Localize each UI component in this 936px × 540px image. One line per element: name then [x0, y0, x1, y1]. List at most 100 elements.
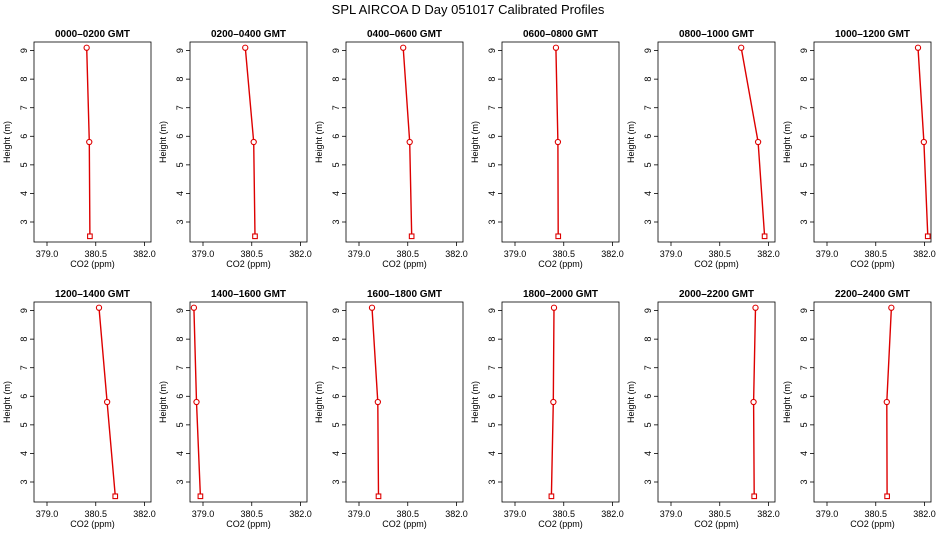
y-tick-label: 4 [487, 451, 497, 456]
x-tick-label: 382.0 [913, 509, 936, 519]
y-axis-label: Height (m) [2, 121, 12, 163]
y-tick-label: 6 [331, 134, 341, 139]
y-axis-label: Height (m) [782, 121, 792, 163]
y-axis-label: Height (m) [2, 381, 12, 423]
profile-panel: 1200–1400 GMT 379.0 380.5 382.0 3 4 5 6 7 8 9 CO2 (… [2, 289, 156, 529]
data-point [883, 398, 890, 406]
plot-frame [33, 41, 152, 243]
y-tick-label: 5 [175, 162, 185, 167]
data-point [406, 138, 413, 146]
y-tick-label: 7 [487, 365, 497, 370]
y-tick-label: 8 [487, 77, 497, 82]
plot-frame [189, 301, 308, 503]
y-tick-label: 5 [487, 422, 497, 427]
y-tick-label: 6 [19, 394, 29, 399]
y-tick-label: 6 [487, 394, 497, 399]
x-axis-label: CO2 (ppm) [538, 519, 583, 529]
y-tick-label: 5 [487, 162, 497, 167]
y-tick-label: 3 [643, 219, 653, 224]
data-point [555, 233, 562, 240]
y-tick-label: 3 [331, 479, 341, 484]
x-axis-label: CO2 (ppm) [694, 519, 739, 529]
x-tick-label: 379.0 [660, 249, 683, 259]
y-axis-label: Height (m) [626, 121, 636, 163]
x-tick-label: 380.5 [552, 249, 575, 259]
y-tick-label: 7 [643, 105, 653, 110]
profile-panel: 0000–0200 GMT 379.0 380.5 382.0 3 4 5 6 7 8 9 CO2 (… [2, 29, 156, 269]
x-tick-label: 380.5 [864, 249, 887, 259]
profile-panel: 0800–1000 GMT 379.0 380.5 382.0 3 4 5 6 7 8 9 CO2 (… [626, 29, 780, 269]
panel-title: 2000–2200 GMT [679, 289, 754, 300]
data-point [375, 493, 382, 500]
x-tick-label: 382.0 [133, 249, 156, 259]
panel-title: 1200–1400 GMT [55, 289, 130, 300]
y-tick-label: 7 [487, 105, 497, 110]
y-tick-label: 3 [175, 479, 185, 484]
y-tick-label: 4 [175, 451, 185, 456]
y-tick-label: 3 [799, 479, 809, 484]
data-point [751, 493, 758, 500]
y-tick-label: 7 [331, 365, 341, 370]
data-point [914, 44, 922, 51]
y-tick-label: 3 [331, 219, 341, 224]
y-tick-label: 6 [175, 134, 185, 139]
y-tick-label: 7 [331, 105, 341, 110]
data-point [190, 304, 198, 311]
x-tick-label: 379.0 [348, 249, 371, 259]
x-tick-label: 379.0 [504, 249, 527, 259]
y-tick-label: 9 [799, 48, 809, 53]
data-point [548, 493, 555, 500]
y-tick-label: 4 [799, 191, 809, 196]
data-point [86, 138, 93, 146]
x-tick-label: 379.0 [504, 509, 527, 519]
y-tick-label: 6 [175, 394, 185, 399]
y-tick-label: 5 [19, 162, 29, 167]
panel-title: 1400–1600 GMT [211, 289, 286, 300]
x-axis-label: CO2 (ppm) [694, 259, 739, 269]
profile-panel: 2200–2400 GMT 379.0 380.5 382.0 3 4 5 6 7 8 9 CO2 (… [782, 289, 936, 529]
profile-panel: 0200–0400 GMT 379.0 380.5 382.0 3 4 5 6 7 8 9 CO2 (… [158, 29, 312, 269]
data-point [550, 304, 558, 311]
y-tick-label: 8 [487, 337, 497, 342]
x-tick-label: 379.0 [660, 509, 683, 519]
y-tick-label: 5 [799, 162, 809, 167]
x-tick-label: 379.0 [36, 509, 59, 519]
x-tick-label: 380.5 [708, 509, 731, 519]
y-tick-label: 9 [19, 308, 29, 313]
y-tick-label: 3 [175, 219, 185, 224]
x-tick-label: 382.0 [445, 249, 468, 259]
y-tick-label: 9 [487, 308, 497, 313]
x-tick-label: 382.0 [445, 509, 468, 519]
y-axis-label: Height (m) [626, 381, 636, 423]
x-tick-label: 380.5 [84, 509, 107, 519]
data-point [83, 44, 90, 51]
profile-panel: 1000–1200 GMT 379.0 380.5 382.0 3 4 5 6 7 8 9 CO2 (… [782, 29, 936, 269]
data-point [888, 304, 895, 311]
y-tick-label: 6 [331, 394, 341, 399]
plot-frame [813, 41, 932, 243]
x-tick-label: 382.0 [601, 249, 624, 259]
panel-title: 0400–0600 GMT [367, 29, 442, 40]
y-axis-label: Height (m) [314, 121, 324, 163]
plot-frame [501, 301, 620, 503]
profile-panel: 1400–1600 GMT 379.0 380.5 382.0 3 4 5 6 7 8 9 CO2 (… [158, 289, 312, 529]
data-point [95, 304, 103, 311]
y-tick-label: 8 [799, 337, 809, 342]
data-point [554, 138, 562, 146]
y-tick-label: 9 [643, 48, 653, 53]
plot-frame [501, 41, 620, 243]
x-tick-label: 382.0 [289, 509, 312, 519]
y-tick-label: 4 [19, 451, 29, 456]
x-tick-label: 380.5 [240, 509, 263, 519]
y-tick-label: 4 [643, 451, 653, 456]
y-tick-label: 8 [331, 337, 341, 342]
y-tick-label: 9 [487, 48, 497, 53]
data-point [408, 233, 415, 240]
data-point [761, 233, 768, 240]
y-tick-label: 6 [643, 394, 653, 399]
panel-title: 0600–0800 GMT [523, 29, 598, 40]
plot-frame [657, 301, 776, 503]
x-tick-label: 382.0 [601, 509, 624, 519]
y-tick-label: 6 [799, 394, 809, 399]
